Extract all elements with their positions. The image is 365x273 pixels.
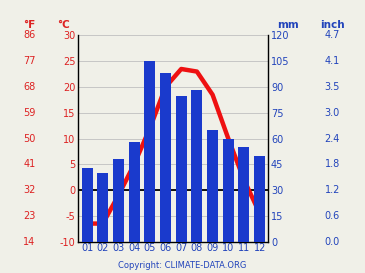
Text: 1.8: 1.8 — [324, 159, 340, 169]
Text: 59: 59 — [23, 108, 35, 118]
Text: mm: mm — [277, 20, 299, 29]
Bar — [207, 130, 218, 242]
Bar — [113, 159, 124, 242]
Text: 3.5: 3.5 — [324, 82, 340, 92]
Bar — [129, 142, 140, 242]
Text: °C: °C — [58, 20, 70, 29]
Text: 0.6: 0.6 — [324, 211, 340, 221]
Text: inch: inch — [320, 20, 345, 29]
Text: 3.0: 3.0 — [324, 108, 340, 118]
Text: Copyright: CLIMATE-DATA.ORG: Copyright: CLIMATE-DATA.ORG — [118, 261, 247, 270]
Text: 86: 86 — [23, 31, 35, 40]
Text: 23: 23 — [23, 211, 35, 221]
Bar — [254, 156, 265, 242]
Text: 1.2: 1.2 — [324, 185, 340, 195]
Text: °F: °F — [23, 20, 35, 29]
Bar — [238, 147, 249, 242]
Text: 4.1: 4.1 — [324, 56, 340, 66]
Bar — [144, 61, 155, 242]
Text: 50: 50 — [23, 133, 35, 144]
Text: 0.0: 0.0 — [324, 237, 340, 247]
Bar — [97, 173, 108, 242]
Bar — [160, 73, 171, 242]
Text: 14: 14 — [23, 237, 35, 247]
Text: 77: 77 — [23, 56, 35, 66]
Bar — [82, 168, 93, 242]
Text: 41: 41 — [23, 159, 35, 169]
Bar — [223, 139, 234, 242]
Text: 68: 68 — [23, 82, 35, 92]
Bar — [191, 90, 203, 242]
Bar — [176, 96, 187, 242]
Text: 4.7: 4.7 — [324, 31, 340, 40]
Text: 2.4: 2.4 — [324, 133, 340, 144]
Text: 32: 32 — [23, 185, 35, 195]
